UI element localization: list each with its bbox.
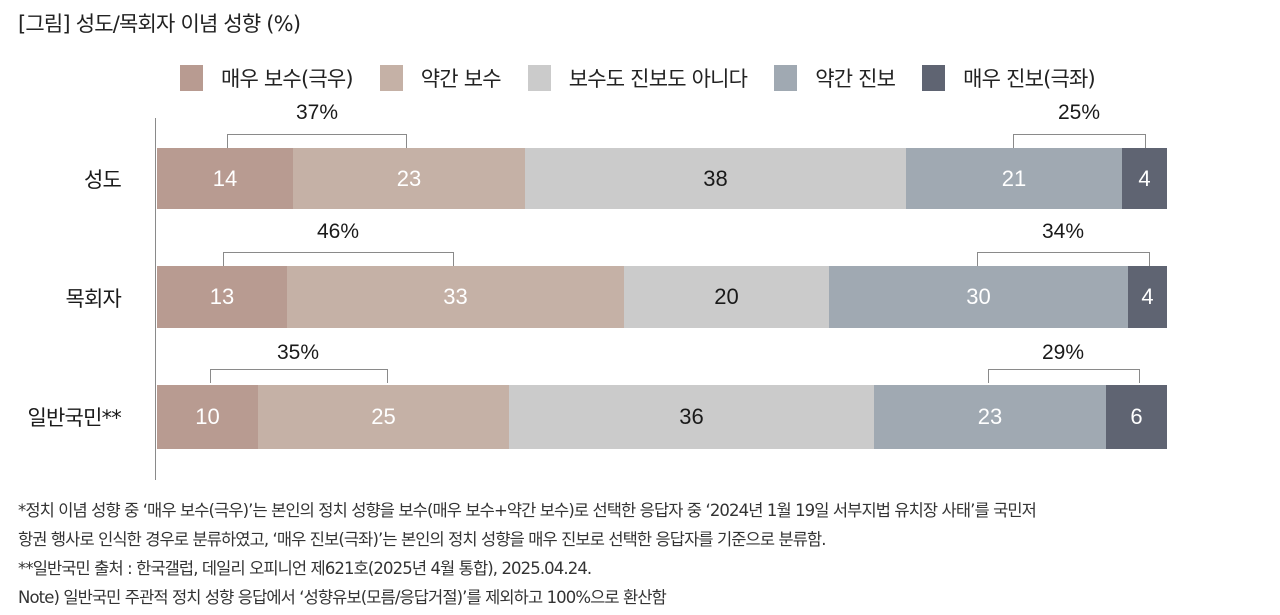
legend-label: 매우 보수(극우) bbox=[221, 67, 354, 91]
segment-very-progressive: 4 bbox=[1128, 266, 1167, 328]
legend-item-very-progressive: 매우 진보(극좌) bbox=[922, 63, 1096, 93]
footnote-source: **일반국민 출처 : 한국갤럽, 데일리 오피니언 제621호(2025년 4… bbox=[18, 559, 592, 578]
progressive-total-pastors: 34% bbox=[1041, 220, 1085, 243]
progressive-bracket-believers bbox=[1013, 134, 1146, 148]
conservative-bracket-pastors bbox=[223, 252, 454, 266]
legend: 매우 보수(극우) 약간 보수 보수도 진보도 아니다 약간 진보 매우 진보(… bbox=[180, 62, 1122, 94]
conservative-total-pastors: 46% bbox=[316, 220, 360, 243]
category-axis-line bbox=[155, 118, 156, 480]
footnote-line: *정치 이념 성향 중 ‘매우 보수(극우)’는 본인의 정치 성향을 보수(매… bbox=[18, 501, 1037, 520]
stacked-bar-believers: 14 23 38 21 4 bbox=[157, 148, 1167, 209]
legend-swatch-neither bbox=[527, 65, 551, 91]
row-label-believers: 성도 bbox=[83, 168, 122, 192]
legend-label: 약간 보수 bbox=[420, 67, 502, 91]
legend-swatch-slightly-conservative bbox=[379, 65, 403, 91]
segment-slightly-conservative: 25 bbox=[258, 385, 509, 449]
legend-swatch-slightly-progressive bbox=[774, 65, 798, 91]
progressive-bracket-pastors bbox=[977, 252, 1150, 266]
legend-item-very-conservative: 매우 보수(극우) bbox=[180, 63, 354, 93]
progressive-total-general-public: 29% bbox=[1041, 341, 1085, 364]
footnote-note: Note) 일반국민 주관적 정치 성향 응답에서 ‘성향유보(모름/응답거절)… bbox=[18, 588, 667, 607]
segment-slightly-conservative: 33 bbox=[287, 266, 624, 328]
legend-label: 보수도 진보도 아니다 bbox=[568, 67, 748, 91]
legend-item-slightly-conservative: 약간 보수 bbox=[379, 63, 502, 93]
segment-neither: 36 bbox=[509, 385, 874, 449]
stacked-bar-pastors: 13 33 20 30 4 bbox=[157, 266, 1167, 328]
legend-label: 매우 진보(극좌) bbox=[963, 67, 1096, 91]
footnotes: *정치 이념 성향 중 ‘매우 보수(극우)’는 본인의 정치 성향을 보수(매… bbox=[18, 496, 1037, 612]
segment-slightly-progressive: 21 bbox=[906, 148, 1122, 209]
segment-slightly-progressive: 23 bbox=[874, 385, 1106, 449]
segment-neither: 20 bbox=[624, 266, 829, 328]
progressive-total-believers: 25% bbox=[1057, 101, 1101, 124]
progressive-bracket-general-public bbox=[988, 369, 1140, 383]
legend-swatch-very-progressive bbox=[922, 65, 946, 91]
legend-swatch-very-conservative bbox=[180, 65, 203, 91]
row-label-pastors: 목회자 bbox=[65, 287, 121, 311]
conservative-total-general-public: 35% bbox=[276, 341, 320, 364]
conservative-total-believers: 37% bbox=[295, 101, 339, 124]
row-label-general-public: 일반국민** bbox=[27, 406, 122, 430]
conservative-bracket-general-public bbox=[210, 369, 388, 383]
segment-neither: 38 bbox=[525, 148, 906, 209]
segment-very-conservative: 10 bbox=[157, 385, 258, 449]
stacked-bar-general-public: 10 25 36 23 6 bbox=[157, 385, 1167, 449]
legend-item-neither: 보수도 진보도 아니다 bbox=[527, 63, 748, 93]
segment-very-conservative: 14 bbox=[157, 148, 293, 209]
segment-slightly-progressive: 30 bbox=[829, 266, 1128, 328]
segment-very-conservative: 13 bbox=[157, 266, 287, 328]
chart-title: [그림] 성도/목회자 이념 성향 (%) bbox=[18, 12, 301, 36]
footnote-line: 항권 행사로 인식한 경우로 분류하였고, ‘매우 진보(극좌)’는 본인의 정… bbox=[18, 530, 827, 549]
segment-slightly-conservative: 23 bbox=[293, 148, 525, 209]
segment-very-progressive: 6 bbox=[1106, 385, 1167, 449]
conservative-bracket-believers bbox=[227, 134, 407, 148]
legend-label: 약간 진보 bbox=[815, 67, 896, 91]
segment-very-progressive: 4 bbox=[1122, 148, 1167, 209]
legend-item-slightly-progressive: 약간 진보 bbox=[774, 63, 896, 93]
